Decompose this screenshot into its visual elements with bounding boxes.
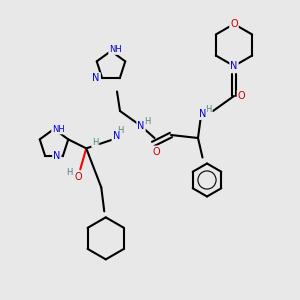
Text: H: H <box>144 117 150 126</box>
Text: H: H <box>118 126 124 135</box>
Text: NH: NH <box>109 45 122 54</box>
Text: H: H <box>205 105 212 114</box>
Text: N: N <box>230 61 238 71</box>
Text: N: N <box>112 131 120 141</box>
Text: H: H <box>92 138 98 147</box>
Text: O: O <box>238 91 245 101</box>
Text: NH: NH <box>52 124 65 134</box>
Text: O: O <box>230 19 238 29</box>
Text: H: H <box>67 168 73 177</box>
Text: O: O <box>152 146 160 157</box>
Text: N: N <box>137 121 145 131</box>
Text: N: N <box>53 151 61 161</box>
Text: N: N <box>92 73 100 83</box>
Text: O: O <box>75 172 82 182</box>
Text: N: N <box>199 109 206 119</box>
